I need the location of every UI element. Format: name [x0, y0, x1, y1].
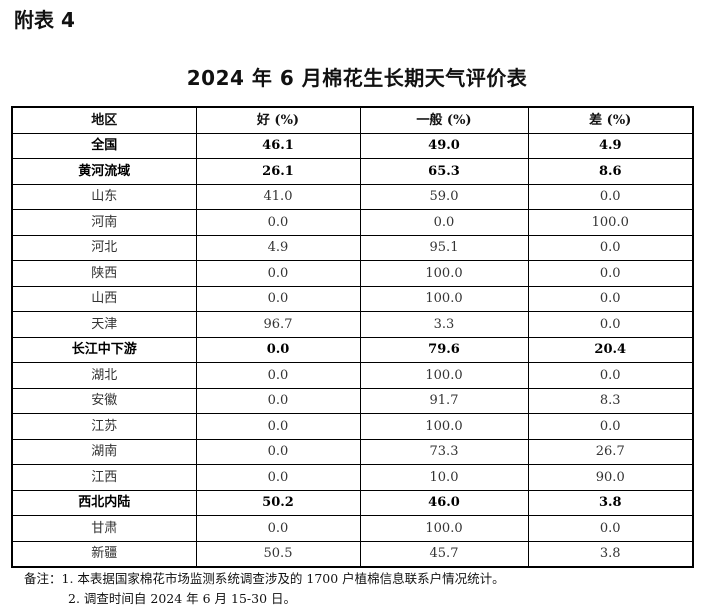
table-row: 湖南 0.0 73.3 26.7 — [11, 438, 694, 465]
cell-good: 0.0 — [195, 336, 361, 363]
table-row: 山西 0.0 100.0 0.0 — [11, 285, 694, 312]
cell-normal: 95.1 — [359, 234, 529, 261]
cell-good: 26.1 — [195, 158, 361, 185]
table-header-row: 地区 好 (%) 一般 (%) 差 (%) — [11, 106, 694, 134]
cell-region: 江苏 — [11, 413, 197, 440]
cell-region: 安徽 — [11, 387, 197, 414]
cell-region: 甘肃 — [11, 515, 197, 542]
cell-normal: 46.0 — [359, 489, 529, 516]
cell-region: 新疆 — [11, 540, 197, 568]
table-row: 江苏 0.0 100.0 0.0 — [11, 413, 694, 440]
cell-region: 黄河流域 — [11, 158, 197, 185]
cell-poor: 3.8 — [527, 489, 694, 516]
cell-good: 0.0 — [195, 260, 361, 287]
table-row: 山东 41.0 59.0 0.0 — [11, 183, 694, 210]
cell-region: 江西 — [11, 464, 197, 491]
cell-poor: 0.0 — [527, 183, 694, 210]
table-title: 2024 年 6 月棉花生长期天气评价表 — [186, 66, 528, 90]
cell-good: 0.0 — [195, 209, 361, 236]
header-normal: 一般 (%) — [359, 106, 529, 134]
cell-normal: 100.0 — [359, 413, 529, 440]
table-row: 西北内陆 50.2 46.0 3.8 — [11, 489, 694, 516]
weather-evaluation-table: 地区 好 (%) 一般 (%) 差 (%) 全国 46.1 49.0 4.9 黄河流域 2… — [11, 106, 694, 568]
cell-region: 天津 — [11, 311, 197, 338]
table-row: 新疆 50.5 45.7 3.8 — [11, 540, 694, 568]
cell-poor: 20.4 — [527, 336, 694, 363]
cell-good: 46.1 — [195, 132, 361, 159]
cell-good: 41.0 — [195, 183, 361, 210]
cell-normal: 49.0 — [359, 132, 529, 159]
cell-good: 0.0 — [195, 413, 361, 440]
table-row: 江西 0.0 10.0 90.0 — [11, 464, 694, 491]
cell-good: 96.7 — [195, 311, 361, 338]
table-row: 黄河流域 26.1 65.3 8.6 — [11, 158, 694, 185]
cell-normal: 100.0 — [359, 260, 529, 287]
cell-region: 河南 — [11, 209, 197, 236]
cell-poor: 4.9 — [527, 132, 694, 159]
cell-region: 陕西 — [11, 260, 197, 287]
cell-normal: 73.3 — [359, 438, 529, 465]
cell-good: 0.0 — [195, 464, 361, 491]
cell-good: 4.9 — [195, 234, 361, 261]
cell-poor: 8.6 — [527, 158, 694, 185]
table-row: 河北 4.9 95.1 0.0 — [11, 234, 694, 261]
cell-poor: 0.0 — [527, 515, 694, 542]
table-row: 全国 46.1 49.0 4.9 — [11, 132, 694, 159]
cell-poor: 0.0 — [527, 285, 694, 312]
cell-good: 0.0 — [195, 362, 361, 389]
header-good: 好 (%) — [195, 106, 361, 134]
footnote-2: 2. 调查时间自 2024 年 6 月 15-30 日。 — [68, 591, 297, 606]
cell-normal: 45.7 — [359, 540, 529, 568]
cell-poor: 26.7 — [527, 438, 694, 465]
cell-good: 50.2 — [195, 489, 361, 516]
cell-normal: 65.3 — [359, 158, 529, 185]
appendix-label: 附表 4 — [14, 8, 75, 32]
cell-poor: 3.8 — [527, 540, 694, 568]
cell-region: 山东 — [11, 183, 197, 210]
cell-normal: 100.0 — [359, 515, 529, 542]
cell-region: 山西 — [11, 285, 197, 312]
cell-good: 0.0 — [195, 387, 361, 414]
table-row: 安徽 0.0 91.7 8.3 — [11, 387, 694, 414]
cell-normal: 10.0 — [359, 464, 529, 491]
cell-good: 0.0 — [195, 438, 361, 465]
cell-poor: 0.0 — [527, 260, 694, 287]
cell-normal: 79.6 — [359, 336, 529, 363]
cell-poor: 100.0 — [527, 209, 694, 236]
cell-normal: 100.0 — [359, 362, 529, 389]
cell-poor: 90.0 — [527, 464, 694, 491]
table-row: 湖北 0.0 100.0 0.0 — [11, 362, 694, 389]
table-row: 陕西 0.0 100.0 0.0 — [11, 260, 694, 287]
cell-region: 河北 — [11, 234, 197, 261]
cell-region: 全国 — [11, 132, 197, 159]
cell-good: 50.5 — [195, 540, 361, 568]
table-row: 甘肃 0.0 100.0 0.0 — [11, 515, 694, 542]
cell-region: 湖北 — [11, 362, 197, 389]
footnotes: 备注：1. 本表据国家棉花市场监测系统调查涉及的 1700 户植棉信息联系户情况… — [24, 569, 505, 609]
cell-poor: 0.0 — [527, 362, 694, 389]
cell-normal: 0.0 — [359, 209, 529, 236]
cell-poor: 8.3 — [527, 387, 694, 414]
table-row: 河南 0.0 0.0 100.0 — [11, 209, 694, 236]
cell-normal: 100.0 — [359, 285, 529, 312]
cell-good: 0.0 — [195, 515, 361, 542]
table-row: 天津 96.7 3.3 0.0 — [11, 311, 694, 338]
cell-good: 0.0 — [195, 285, 361, 312]
cell-normal: 59.0 — [359, 183, 529, 210]
cell-region: 西北内陆 — [11, 489, 197, 516]
cell-region: 湖南 — [11, 438, 197, 465]
header-region: 地区 — [11, 106, 197, 134]
cell-normal: 91.7 — [359, 387, 529, 414]
cell-normal: 3.3 — [359, 311, 529, 338]
footnote-1: 备注：1. 本表据国家棉花市场监测系统调查涉及的 1700 户植棉信息联系户情况… — [24, 571, 505, 586]
cell-region: 长江中下游 — [11, 336, 197, 363]
table-row: 长江中下游 0.0 79.6 20.4 — [11, 336, 694, 363]
header-poor: 差 (%) — [527, 106, 694, 134]
cell-poor: 0.0 — [527, 234, 694, 261]
cell-poor: 0.0 — [527, 311, 694, 338]
cell-poor: 0.0 — [527, 413, 694, 440]
